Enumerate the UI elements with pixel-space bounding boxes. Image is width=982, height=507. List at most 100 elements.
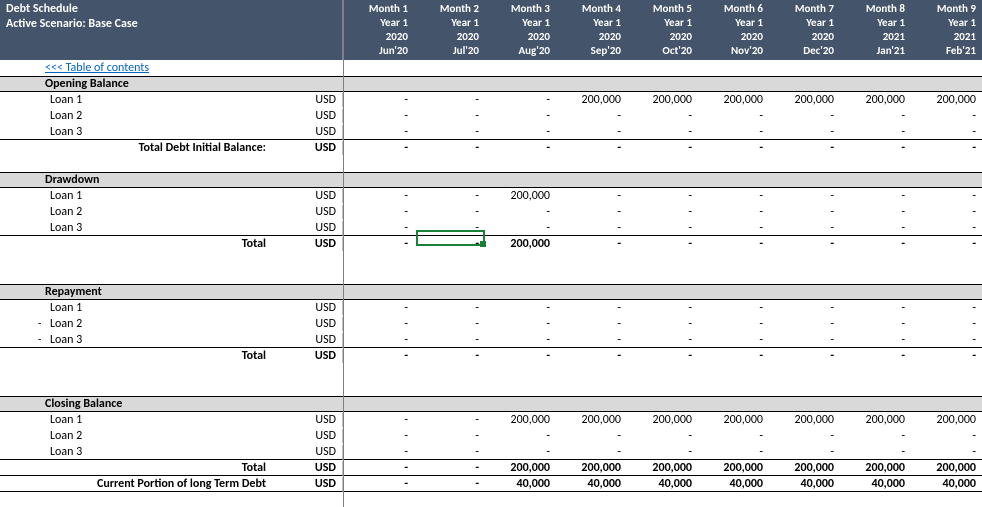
cell[interactable]: - bbox=[769, 349, 840, 363]
cell[interactable]: - bbox=[485, 141, 556, 155]
cell[interactable]: - bbox=[343, 477, 414, 492]
cell[interactable]: - bbox=[343, 189, 414, 203]
cell[interactable]: - bbox=[414, 109, 485, 123]
cell[interactable]: - bbox=[343, 237, 414, 251]
cell[interactable]: - bbox=[627, 429, 698, 443]
cell[interactable]: - bbox=[485, 93, 556, 107]
cell[interactable]: - bbox=[414, 477, 485, 492]
cell[interactable]: - bbox=[343, 125, 414, 140]
cell[interactable]: - bbox=[343, 461, 414, 476]
cell[interactable]: - bbox=[556, 429, 627, 443]
cell[interactable]: - bbox=[698, 141, 769, 155]
cell[interactable]: - bbox=[485, 317, 556, 331]
cell[interactable]: - bbox=[343, 317, 414, 331]
cell[interactable]: - bbox=[414, 461, 485, 476]
cell[interactable]: 40,000 bbox=[840, 477, 911, 492]
cell[interactable]: - bbox=[840, 333, 911, 348]
cell[interactable]: - bbox=[911, 221, 982, 236]
cell[interactable]: - bbox=[485, 109, 556, 123]
cell[interactable]: - bbox=[343, 93, 414, 107]
cell[interactable]: - bbox=[698, 109, 769, 123]
cell[interactable]: - bbox=[698, 349, 769, 363]
cell[interactable]: - bbox=[911, 301, 982, 315]
cell[interactable]: - bbox=[556, 301, 627, 315]
cell[interactable]: - bbox=[556, 221, 627, 236]
cell[interactable]: - bbox=[911, 189, 982, 203]
cell[interactable]: 40,000 bbox=[485, 477, 556, 492]
cell[interactable]: - bbox=[698, 429, 769, 443]
cell[interactable]: - bbox=[840, 445, 911, 460]
cell[interactable]: - bbox=[556, 205, 627, 219]
cell[interactable]: - bbox=[627, 125, 698, 140]
cell[interactable]: - bbox=[343, 109, 414, 123]
cell[interactable]: - bbox=[627, 221, 698, 236]
cell[interactable]: - bbox=[911, 349, 982, 363]
cell[interactable]: - bbox=[414, 189, 485, 203]
cell[interactable]: - bbox=[485, 221, 556, 236]
cell[interactable]: 200,000 bbox=[627, 461, 698, 476]
cell[interactable]: - bbox=[840, 141, 911, 155]
cell[interactable]: - bbox=[769, 317, 840, 331]
cell[interactable]: - bbox=[840, 205, 911, 219]
cell[interactable]: - bbox=[343, 445, 414, 460]
cell[interactable]: - bbox=[343, 221, 414, 236]
cell[interactable]: - bbox=[769, 237, 840, 251]
cell[interactable]: - bbox=[698, 237, 769, 251]
cell[interactable]: 200,000 bbox=[769, 413, 840, 427]
cell[interactable]: - bbox=[698, 445, 769, 460]
cell[interactable]: - bbox=[627, 333, 698, 348]
cell[interactable]: - bbox=[343, 333, 414, 348]
cell[interactable]: - bbox=[840, 237, 911, 251]
cell[interactable]: - bbox=[627, 317, 698, 331]
cell[interactable]: - bbox=[485, 333, 556, 348]
cell[interactable]: - bbox=[911, 445, 982, 460]
cell[interactable]: - bbox=[414, 125, 485, 140]
cell[interactable]: - bbox=[485, 205, 556, 219]
cell[interactable]: - bbox=[840, 429, 911, 443]
cell[interactable]: - bbox=[485, 301, 556, 315]
cell[interactable]: - bbox=[343, 413, 414, 427]
cell[interactable]: - bbox=[414, 429, 485, 443]
cell[interactable]: - bbox=[911, 109, 982, 123]
cell[interactable]: - bbox=[343, 301, 414, 315]
cell[interactable]: - bbox=[698, 125, 769, 140]
cell[interactable]: 200,000 bbox=[556, 413, 627, 427]
cell[interactable]: - bbox=[485, 349, 556, 363]
cell[interactable]: 200,000 bbox=[911, 93, 982, 107]
cell[interactable]: - bbox=[627, 109, 698, 123]
cell[interactable]: - bbox=[627, 301, 698, 315]
cell[interactable]: - bbox=[627, 141, 698, 155]
cell[interactable]: 200,000 bbox=[840, 93, 911, 107]
cell[interactable]: - bbox=[911, 317, 982, 331]
cell[interactable]: - bbox=[414, 445, 485, 460]
cell[interactable]: - bbox=[769, 141, 840, 155]
cell[interactable]: - bbox=[840, 109, 911, 123]
cell[interactable]: 200,000 bbox=[627, 413, 698, 427]
cell[interactable]: - bbox=[840, 317, 911, 331]
cell[interactable]: - bbox=[556, 237, 627, 251]
cell[interactable]: - bbox=[698, 317, 769, 331]
cell[interactable]: 200,000 bbox=[769, 93, 840, 107]
cell[interactable]: - bbox=[769, 189, 840, 203]
cell[interactable]: 200,000 bbox=[769, 461, 840, 476]
cell[interactable]: - bbox=[414, 349, 485, 363]
cell[interactable]: - bbox=[911, 429, 982, 443]
cell[interactable]: - bbox=[769, 301, 840, 315]
cell[interactable]: - bbox=[343, 429, 414, 443]
cell[interactable]: - bbox=[911, 205, 982, 219]
cell[interactable]: 200,000 bbox=[911, 413, 982, 427]
cell[interactable]: 200,000 bbox=[627, 93, 698, 107]
cell[interactable]: - bbox=[769, 221, 840, 236]
cell[interactable]: 200,000 bbox=[698, 93, 769, 107]
cell[interactable]: - bbox=[840, 301, 911, 315]
cell[interactable]: - bbox=[911, 333, 982, 348]
cell[interactable]: - bbox=[414, 333, 485, 348]
cell[interactable]: - bbox=[414, 93, 485, 107]
cell[interactable]: - bbox=[556, 349, 627, 363]
cell[interactable]: - bbox=[769, 333, 840, 348]
cell[interactable]: - bbox=[556, 141, 627, 155]
cell[interactable]: 40,000 bbox=[627, 477, 698, 492]
cell[interactable]: - bbox=[556, 445, 627, 460]
cell[interactable]: 40,000 bbox=[911, 477, 982, 492]
cell[interactable]: - bbox=[414, 237, 485, 251]
